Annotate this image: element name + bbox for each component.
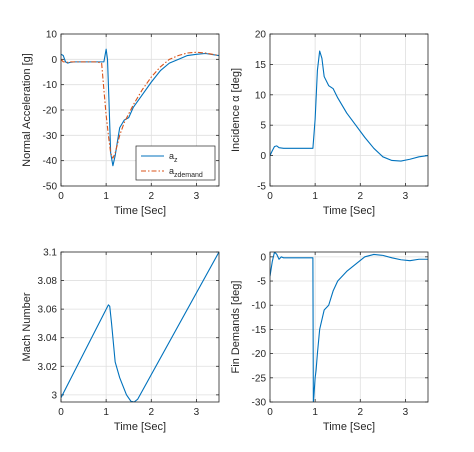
y-tick-label: -10 <box>252 301 267 312</box>
x-axis-label: Time [Sec] <box>114 421 166 433</box>
x-tick-label: 0 <box>267 407 273 418</box>
y-tick-label: -20 <box>43 106 58 117</box>
legend-label-base: a <box>169 166 174 176</box>
legend-label-base: a <box>169 151 174 161</box>
plot-area <box>270 34 428 186</box>
x-tick-label: 2 <box>358 191 364 202</box>
legend-box <box>135 145 216 181</box>
series-line-series-1 <box>61 252 219 402</box>
chart-3: 0 1 2 3 3 3.02 3.04 3.06 3.08 3.1 Time [Sec] Mach N… <box>21 248 220 433</box>
axes-box <box>269 33 429 187</box>
y-tick-label: -5 <box>257 182 266 193</box>
y-tick-label: 3.08 <box>38 276 58 287</box>
axes-box <box>269 251 429 403</box>
x-tick-label: 3 <box>403 191 409 202</box>
x-tick-label: 2 <box>149 191 155 202</box>
x-tick-label: 3 <box>194 191 200 202</box>
legend-label: az <box>169 151 178 164</box>
chart-1: 0 1 2 3 -50 -40 -30 -20 -10 0 10 Time [Sec] Normal A… <box>21 30 220 217</box>
plot-area <box>61 252 219 402</box>
y-tick-label: 0 <box>260 151 266 162</box>
legend-label-subscript: z <box>174 157 178 164</box>
y-tick-label: -5 <box>257 277 266 288</box>
y-axis-label: Mach Number <box>21 292 33 361</box>
y-axis-label: Fin Demands [deg] <box>230 281 242 374</box>
y-axis-label: Incidence α [deg] <box>230 68 242 152</box>
y-tick-label: 20 <box>255 30 267 41</box>
y-tick-label: 3.04 <box>38 333 58 344</box>
axes-box <box>60 33 220 187</box>
chart-4: 0 1 2 3 -30 -25 -20 -15 -10 -5 0 Time [Sec] Fin Dema… <box>230 251 429 433</box>
series-line-series-1 <box>270 252 428 402</box>
legend-label: azdemand <box>169 166 203 179</box>
x-tick-label: 2 <box>358 407 364 418</box>
x-tick-label: 3 <box>194 407 200 418</box>
y-tick-label: -40 <box>43 156 58 167</box>
x-tick-label: 0 <box>58 191 64 202</box>
x-tick-label: 1 <box>312 191 318 202</box>
y-axis-label: Normal Acceleration [g] <box>21 53 33 167</box>
x-axis-label: Time [Sec] <box>323 205 375 217</box>
y-tick-label: -30 <box>43 131 58 142</box>
y-tick-label: 10 <box>46 30 58 41</box>
y-tick-label: 10 <box>255 90 267 101</box>
series-line-azdemand <box>61 51 219 159</box>
x-tick-label: 1 <box>103 407 109 418</box>
x-tick-label: 1 <box>312 407 318 418</box>
plot-area <box>270 252 428 402</box>
y-tick-label: -10 <box>43 80 58 91</box>
x-tick-label: 1 <box>103 191 109 202</box>
x-tick-label: 2 <box>149 407 155 418</box>
y-tick-label: -20 <box>252 349 267 360</box>
y-tick-label: 0 <box>51 55 57 66</box>
x-axis-label: Time [Sec] <box>323 421 375 433</box>
y-tick-label: -50 <box>43 182 58 193</box>
series-line-series-1 <box>270 50 428 162</box>
x-tick-label: 0 <box>58 407 64 418</box>
x-tick-label: 3 <box>403 407 409 418</box>
y-tick-label: 3.1 <box>43 248 57 259</box>
y-tick-label: 0 <box>260 252 266 263</box>
axes-box <box>60 251 220 403</box>
y-tick-label: 3.06 <box>38 305 58 316</box>
y-tick-label: -30 <box>252 398 267 409</box>
x-tick-label: 0 <box>267 191 273 202</box>
y-tick-label: 3 <box>51 390 57 401</box>
y-tick-label: 15 <box>255 60 267 71</box>
y-tick-label: -15 <box>252 325 267 336</box>
y-tick-label: 5 <box>260 121 266 132</box>
y-tick-label: 3.02 <box>38 362 58 373</box>
y-tick-label: -25 <box>252 373 267 384</box>
x-axis-label: Time [Sec] <box>114 205 166 217</box>
legend-label-subscript: zdemand <box>174 172 203 179</box>
